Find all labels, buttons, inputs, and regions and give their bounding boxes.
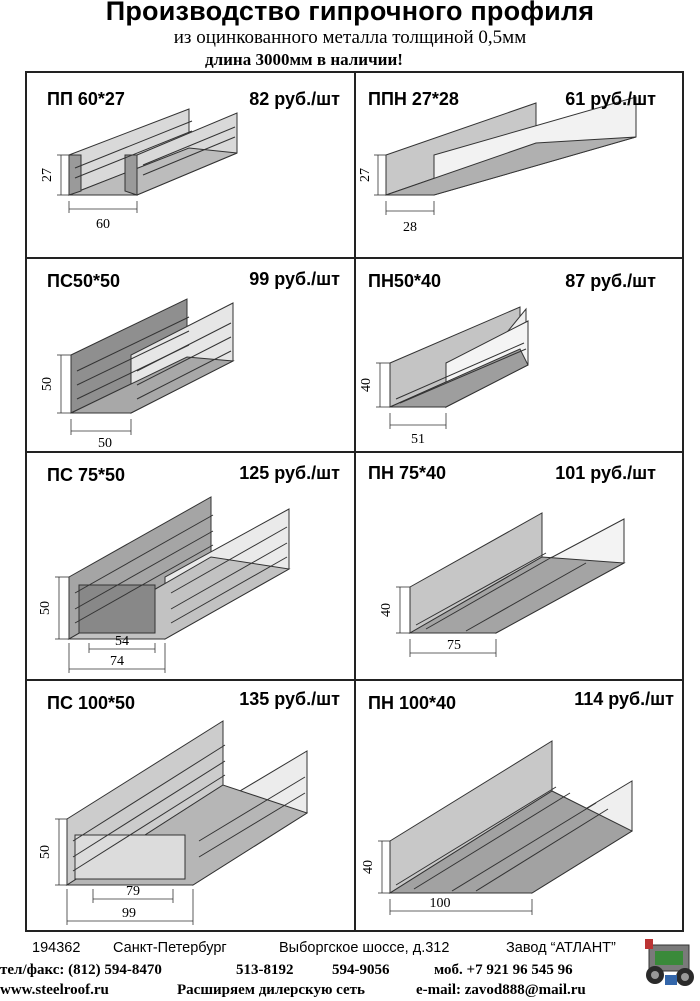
product-price: 114 руб./шт bbox=[574, 689, 674, 709]
product-name: ПС 100*50 bbox=[47, 693, 135, 713]
width-label: 74 bbox=[110, 654, 124, 669]
email-link[interactable]: e-mail: zavod888@mail.ru bbox=[416, 982, 586, 998]
product-grid: 27 60 ПП 60*27 82 руб./шт 27 28 ППН 27*2… bbox=[25, 71, 684, 932]
company-name: Завод “АТЛАНТ” bbox=[506, 940, 616, 956]
product-name: ПС 75*50 bbox=[47, 465, 125, 485]
profile-drawing: 40 100 bbox=[361, 740, 634, 915]
height-label: 50 bbox=[38, 845, 53, 859]
product-name: ПН 100*40 bbox=[368, 693, 456, 713]
profile-drawing: 40 51 bbox=[359, 306, 529, 447]
product-price: 135 руб./шт bbox=[239, 689, 340, 709]
product-name: ПС50*50 bbox=[47, 271, 120, 291]
width-label: 75 bbox=[447, 638, 461, 653]
factory-logo-icon bbox=[645, 939, 694, 986]
product-price: 125 руб./шт bbox=[239, 463, 340, 483]
product-price: 82 руб./шт bbox=[249, 89, 340, 109]
city: Санкт-Петербург bbox=[113, 940, 227, 956]
grid-divider-row-1 bbox=[27, 257, 682, 259]
product-price: 61 руб./шт bbox=[565, 89, 656, 109]
grid-divider-vertical bbox=[354, 73, 356, 930]
website-link[interactable]: www.steelroof.ru bbox=[0, 982, 109, 998]
height-label: 40 bbox=[361, 860, 376, 874]
width-label: 51 bbox=[411, 432, 425, 447]
product-card-ps-100x50: 50 79 99 ПС 100*50 135 руб./шт bbox=[27, 681, 354, 930]
product-card-pp-60x27: 27 60 ПП 60*27 82 руб./шт bbox=[27, 73, 354, 257]
product-card-ppn-27x28: 27 28 ППН 27*28 61 руб./шт bbox=[356, 73, 682, 257]
width-label: 100 bbox=[430, 896, 451, 911]
product-name: ППН 27*28 bbox=[368, 89, 459, 109]
profile-drawing: 50 54 74 bbox=[38, 496, 291, 673]
grid-divider-row-3 bbox=[27, 679, 682, 681]
inner-width-label: 54 bbox=[115, 634, 129, 649]
product-price: 101 руб./шт bbox=[555, 463, 656, 483]
profile-drawing: 50 79 99 bbox=[38, 720, 309, 925]
width-label: 50 bbox=[98, 436, 112, 451]
product-name: ПН 75*40 bbox=[368, 463, 446, 483]
profile-drawing: 27 28 bbox=[358, 96, 637, 235]
dealer-note: Расширяем дилерскую сеть bbox=[177, 982, 365, 998]
product-name: ПП 60*27 bbox=[47, 89, 125, 109]
product-card-pn-50x40: 40 51 ПН50*40 87 руб./шт bbox=[356, 259, 682, 451]
height-label: 40 bbox=[379, 603, 394, 617]
profile-drawing: 40 75 bbox=[379, 512, 626, 657]
width-label: 28 bbox=[403, 220, 417, 235]
page-title: Производство гипрочного профиля bbox=[105, 0, 595, 26]
product-price: 99 руб./шт bbox=[249, 269, 340, 289]
width-label: 60 bbox=[96, 217, 110, 232]
height-label: 50 bbox=[40, 377, 55, 391]
inner-width-label: 79 bbox=[126, 884, 140, 899]
profile-drawing: 50 50 bbox=[40, 298, 235, 451]
address: Выборгское шоссе, д.312 bbox=[279, 940, 450, 956]
product-card-pn-75x40: 40 75 ПН 75*40 101 руб./шт bbox=[356, 453, 682, 679]
width-label: 99 bbox=[122, 906, 136, 921]
phone-fax: тел/факс: (812) 594-8470 bbox=[0, 962, 162, 978]
postcode: 194362 bbox=[32, 940, 81, 956]
product-card-pn-100x40: 40 100 ПН 100*40 114 руб./шт bbox=[356, 681, 682, 930]
height-label: 27 bbox=[40, 168, 55, 182]
height-label: 27 bbox=[358, 168, 373, 182]
height-label: 50 bbox=[38, 601, 53, 615]
product-card-ps-75x50: 50 54 74 ПС 75*50 125 руб./шт bbox=[27, 453, 354, 679]
phone-3: 594-9056 bbox=[332, 962, 390, 978]
page-subtitle: из оцинкованного металла толщиной 0,5мм bbox=[173, 27, 527, 48]
stock-note: длина 3000мм в наличии! bbox=[205, 50, 403, 69]
phone-2: 513-8192 bbox=[236, 962, 294, 978]
product-price: 87 руб./шт bbox=[565, 271, 656, 291]
product-card-ps-50x50: 50 50 ПС50*50 99 руб./шт bbox=[27, 259, 354, 451]
profile-drawing: 27 60 bbox=[40, 108, 238, 232]
product-name: ПН50*40 bbox=[368, 271, 441, 291]
grid-divider-row-2 bbox=[27, 451, 682, 453]
height-label: 40 bbox=[359, 378, 374, 392]
mobile-phone: моб. +7 921 96 545 96 bbox=[434, 962, 573, 978]
